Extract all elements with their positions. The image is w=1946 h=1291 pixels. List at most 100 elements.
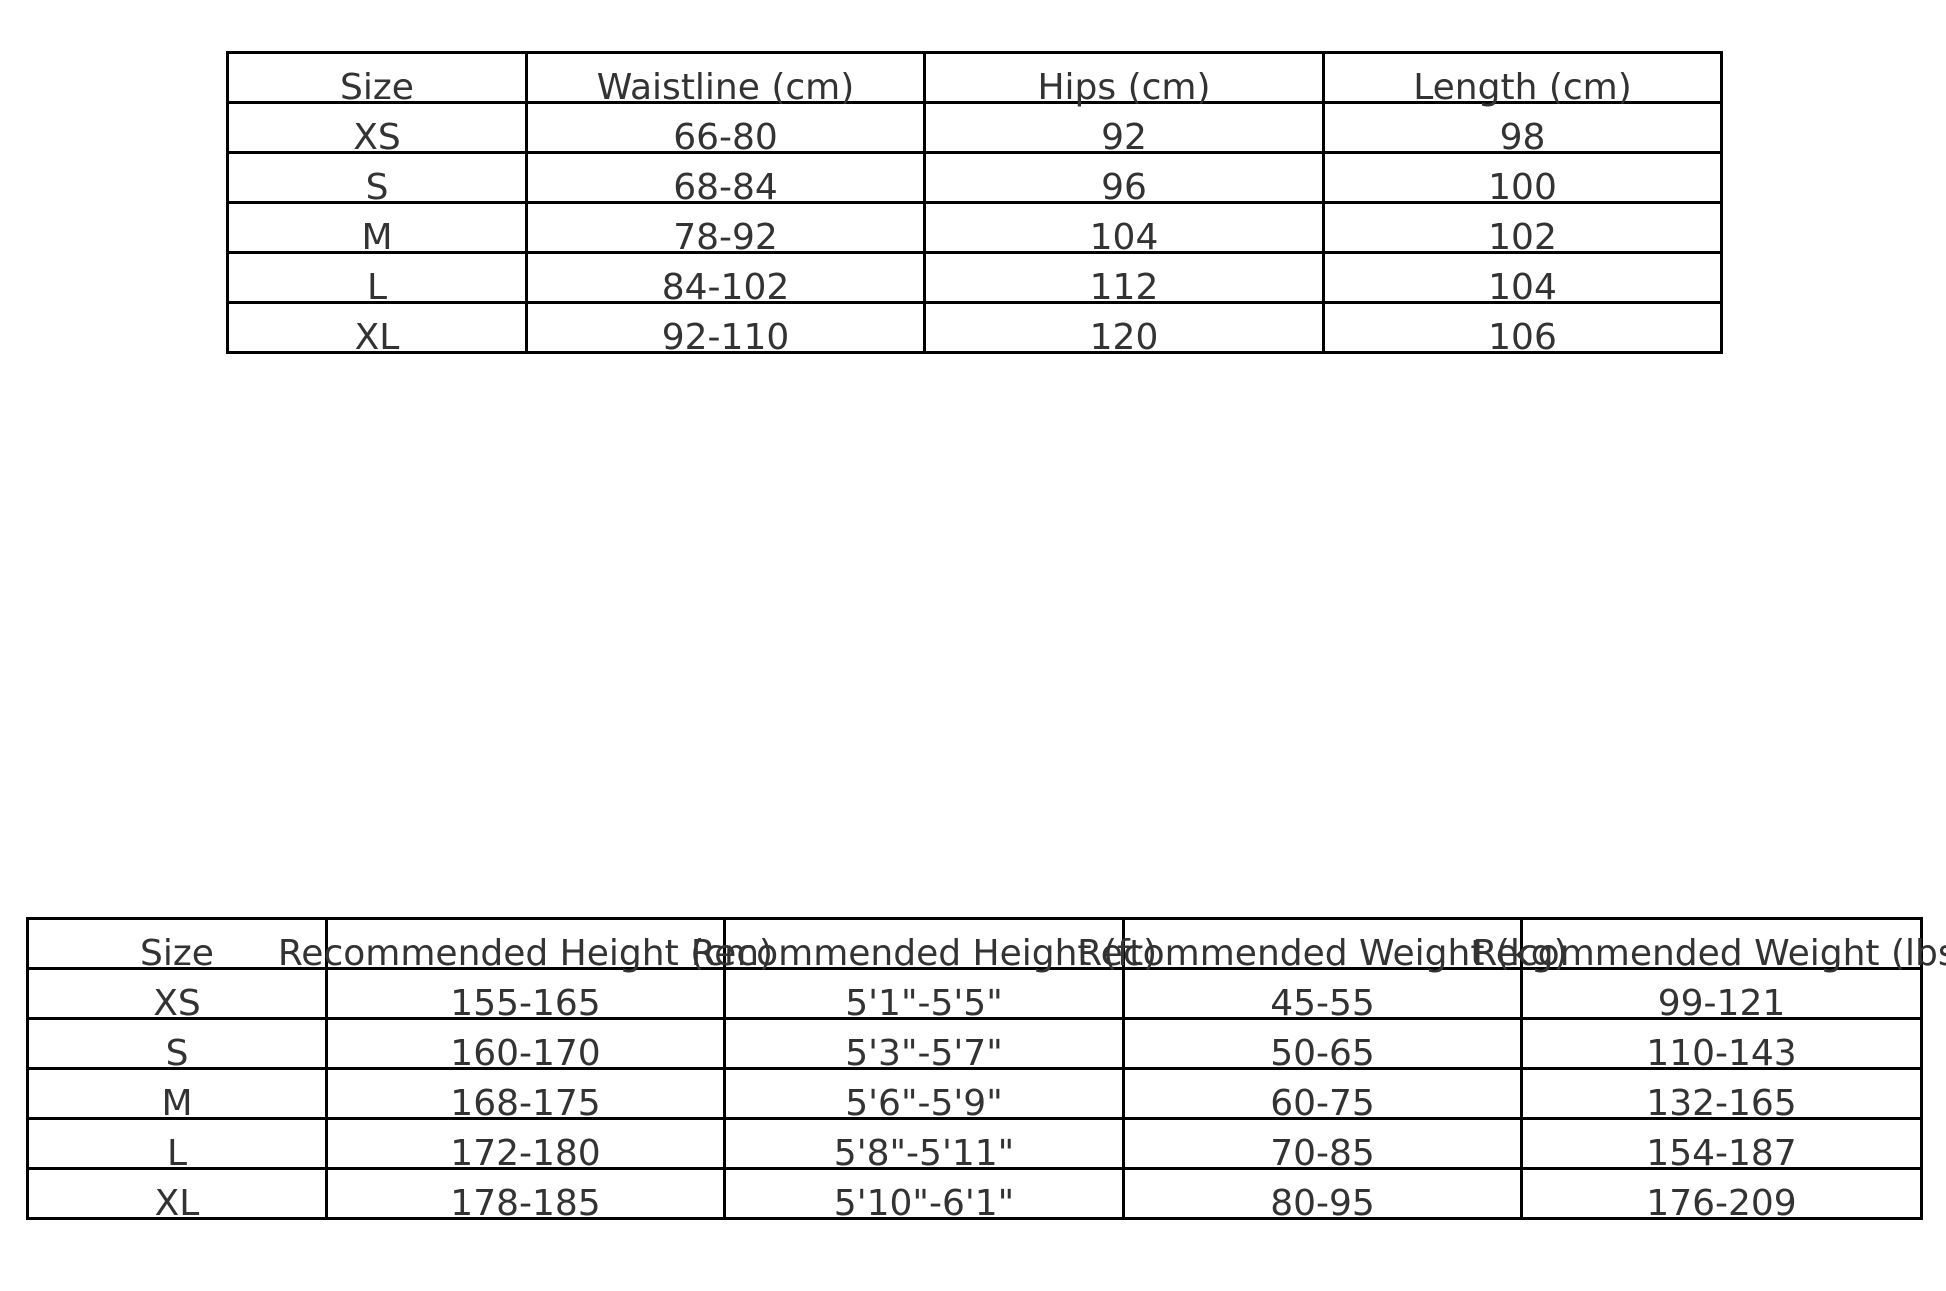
table-cell: 178-185	[325, 1167, 726, 1224]
table-cell: 154-187	[1520, 1117, 1923, 1174]
table-cell: 96	[923, 151, 1325, 208]
cell-text: 80-95	[1270, 1183, 1375, 1224]
cell-text: 96	[1101, 167, 1147, 208]
table-row: L 84-102 112 104	[226, 251, 1723, 308]
column-header: Recommended Weight (lbs)	[1472, 917, 1946, 974]
cell-text: 5'6"-5'9"	[845, 1083, 1003, 1124]
table-cell: 5'10"-6'1"	[723, 1167, 1125, 1224]
table-row: S 160-170 5'3"-5'7" 50-65 110-143	[26, 1017, 1923, 1074]
table-cell: 160-170	[325, 1017, 726, 1074]
cell-text: Recommended Height (ft)	[690, 933, 1158, 974]
cell-text: 68-84	[673, 167, 778, 208]
cell-text: 5'1"-5'5"	[845, 983, 1003, 1024]
cell-text: 66-80	[673, 117, 778, 158]
column-header: Hips (cm)	[923, 51, 1325, 108]
cell-text: 100	[1488, 167, 1557, 208]
table-cell: 92	[923, 101, 1325, 158]
table-cell: 5'8"-5'11"	[723, 1117, 1125, 1174]
cell-text: S	[165, 1033, 189, 1074]
cell-text: 84-102	[661, 267, 790, 308]
cell-text: 5'8"-5'11"	[833, 1133, 1015, 1174]
cell-text: 99-121	[1657, 983, 1786, 1024]
table-cell: XS	[26, 967, 328, 1024]
column-header: Size	[26, 917, 328, 974]
table-row: L 172-180 5'8"-5'11" 70-85 154-187	[26, 1117, 1923, 1174]
table-cell: 5'6"-5'9"	[723, 1067, 1125, 1124]
cell-text: Recommended Height (cm)	[277, 933, 774, 974]
table-cell: 5'3"-5'7"	[723, 1017, 1125, 1074]
cell-text: 172-180	[450, 1133, 601, 1174]
header-row: Size Recommended Height (cm) Recommended H…	[26, 917, 1946, 974]
column-header: Size	[226, 51, 528, 108]
table-cell: S	[226, 151, 528, 208]
table-cell: 172-180	[325, 1117, 726, 1174]
column-header: Length (cm)	[1322, 51, 1723, 108]
table-row: XL 178-185 5'10"-6'1" 80-95 176-209	[26, 1167, 1923, 1224]
cell-text: 92	[1101, 117, 1147, 158]
table-cell: 110-143	[1520, 1017, 1923, 1074]
cell-text: 5'10"-6'1"	[833, 1183, 1015, 1224]
cell-text: L	[166, 1133, 188, 1174]
cell-text: M	[161, 1083, 193, 1124]
table-cell: 106	[1322, 301, 1723, 358]
table-cell: 92-110	[525, 301, 926, 358]
cell-text: 102	[1488, 217, 1557, 258]
cell-text: XL	[154, 1183, 200, 1224]
cell-text: 178-185	[450, 1183, 601, 1224]
table-cell: 120	[923, 301, 1325, 358]
table-cell: 104	[923, 201, 1325, 258]
cell-text: 45-55	[1270, 983, 1375, 1024]
table-cell: 78-92	[525, 201, 926, 258]
table-cell: 176-209	[1520, 1167, 1923, 1224]
cell-text: 160-170	[450, 1033, 601, 1074]
cell-text: 112	[1089, 267, 1159, 308]
cell-text: Size	[340, 67, 414, 108]
table-row: M 78-92 104 102	[226, 201, 1723, 258]
column-header: Waistline (cm)	[525, 51, 926, 108]
cell-text: XS	[353, 117, 401, 158]
table-cell: XL	[226, 301, 528, 358]
table-cell: L	[226, 251, 528, 308]
table-cell: 132-165	[1520, 1067, 1923, 1124]
table-row: M 168-175 5'6"-5'9" 60-75 132-165	[26, 1067, 1923, 1124]
cell-text: Length (cm)	[1413, 67, 1632, 108]
cell-text: XS	[153, 983, 201, 1024]
cell-text: Recommended Weight (lbs)	[1472, 933, 1946, 974]
cell-text: Waistline (cm)	[596, 67, 855, 108]
cell-text: 132-165	[1646, 1083, 1797, 1124]
cell-text: Size	[140, 933, 214, 974]
table-cell: 102	[1322, 201, 1723, 258]
cell-text: 104	[1488, 267, 1557, 308]
cell-text: 176-209	[1646, 1183, 1797, 1224]
table-cell: 70-85	[1122, 1117, 1523, 1174]
table-cell: 168-175	[325, 1067, 726, 1124]
table-cell: XL	[26, 1167, 328, 1224]
table-cell: 99-121	[1520, 967, 1923, 1024]
cell-text: 98	[1499, 117, 1546, 158]
table-cell: M	[226, 201, 528, 258]
table-cell: 104	[1322, 251, 1723, 308]
table-row: XS 66-80 92 98	[226, 101, 1723, 158]
cell-text: 120	[1089, 317, 1159, 358]
table-cell: 60-75	[1122, 1067, 1523, 1124]
cell-text: 60-75	[1270, 1083, 1375, 1124]
column-header: Recommended Weight (kg)	[1077, 917, 1568, 974]
table-cell: 100	[1322, 151, 1723, 208]
cell-text: 168-175	[450, 1083, 601, 1124]
table-row: S 68-84 96 100	[226, 151, 1723, 208]
cell-text: 50-65	[1270, 1033, 1375, 1074]
cell-text: 110-143	[1646, 1033, 1797, 1074]
cell-text: 154-187	[1646, 1133, 1797, 1174]
table-cell: 50-65	[1122, 1017, 1523, 1074]
table-cell: 155-165	[325, 967, 726, 1024]
recommendation-table: Size Recommended Height (cm) Recommended H…	[26, 917, 1946, 1224]
table-cell: 45-55	[1122, 967, 1523, 1024]
table-cell: S	[26, 1017, 328, 1074]
cell-text: 5'3"-5'7"	[845, 1033, 1003, 1074]
table-cell: 84-102	[525, 251, 926, 308]
cell-text: S	[365, 167, 389, 208]
cell-text: 106	[1488, 317, 1557, 358]
cell-text: 155-165	[450, 983, 601, 1024]
cell-text: 104	[1089, 217, 1159, 258]
table-cell: XS	[226, 101, 528, 158]
